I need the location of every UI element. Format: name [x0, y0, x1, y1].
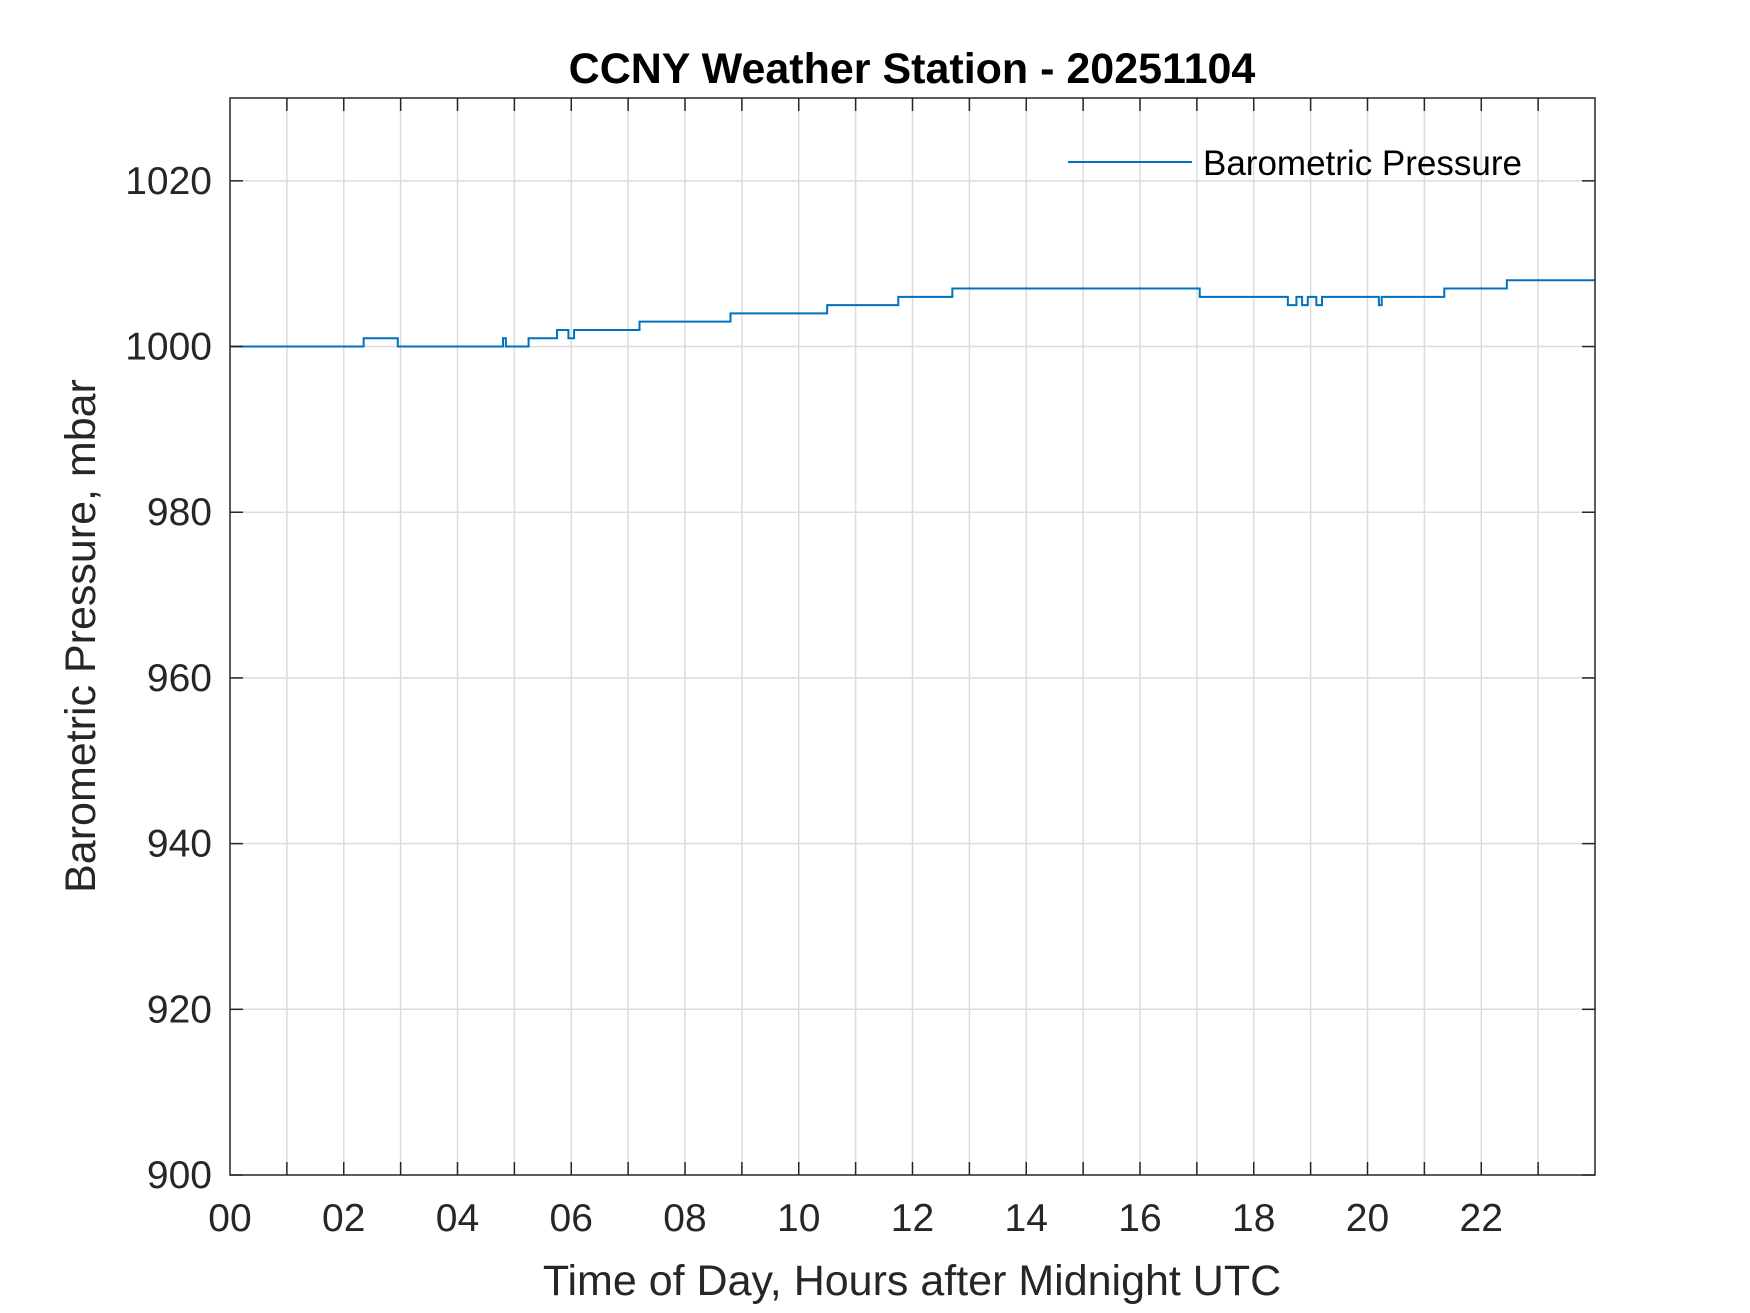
y-tick-label: 900 — [147, 1154, 212, 1197]
y-tick-label: 980 — [147, 491, 212, 534]
series-layer — [230, 279, 1595, 348]
x-axis-label: Time of Day, Hours after Midnight UTC — [543, 1257, 1281, 1305]
y-axis-label: Barometric Pressure, mbar — [57, 379, 105, 893]
x-tick-label: 14 — [1005, 1197, 1048, 1240]
x-tick-label: 10 — [777, 1197, 820, 1240]
pressure-series-line — [230, 279, 1595, 348]
x-tick-label: 02 — [322, 1197, 365, 1240]
y-tick-label: 940 — [147, 823, 212, 866]
x-tick-label: 04 — [436, 1197, 479, 1240]
grid-lines — [230, 98, 1595, 1175]
y-tick-labels: 900 920 940 960 980 1000 1020 — [125, 160, 212, 1197]
x-tick-label: 16 — [1118, 1197, 1161, 1240]
chart-title: CCNY Weather Station - 20251104 — [569, 45, 1256, 93]
y-tick-label: 960 — [147, 657, 212, 700]
legend: Barometric Pressure — [1068, 144, 1522, 183]
legend-label: Barometric Pressure — [1203, 144, 1522, 183]
x-tick-label: 00 — [208, 1197, 251, 1240]
x-tick-label: 20 — [1346, 1197, 1389, 1240]
x-tick-label: 18 — [1232, 1197, 1275, 1240]
x-tick-labels: 00 02 04 06 08 10 12 14 16 18 20 22 — [208, 1197, 1503, 1240]
y-tick-label: 1020 — [125, 160, 212, 203]
axis-ticks — [230, 98, 1595, 1176]
x-tick-label: 08 — [663, 1197, 706, 1240]
x-tick-label: 06 — [550, 1197, 593, 1240]
y-tick-label: 1000 — [125, 326, 212, 369]
y-tick-label: 920 — [147, 988, 212, 1031]
x-tick-label: 22 — [1460, 1197, 1503, 1240]
x-tick-label: 12 — [891, 1197, 934, 1240]
